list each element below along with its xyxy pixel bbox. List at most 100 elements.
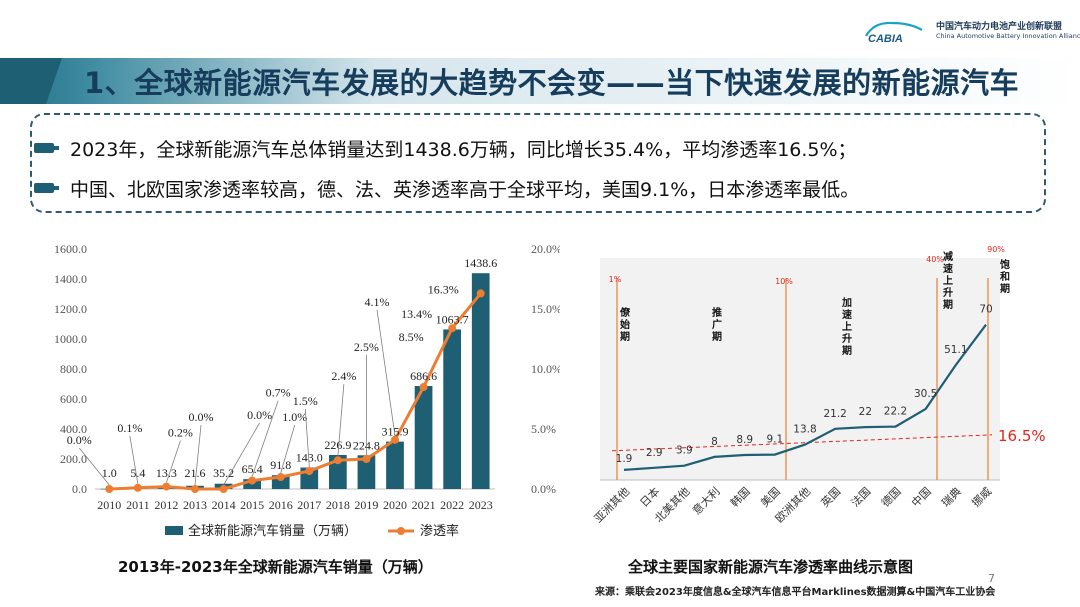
country-tick-label: 意大利 [689, 484, 722, 517]
penetration-value-label: 8.5% [399, 330, 424, 344]
sales-bar [443, 329, 461, 489]
penetration-marker [219, 485, 228, 493]
logo-org-cn: 中国汽车动力电池产业创新联盟 [936, 22, 1063, 32]
x-tick-label: 2013 [183, 498, 207, 512]
country-value-label: 8 [711, 436, 718, 448]
x-tick-label: 2021 [412, 498, 436, 512]
country-tick-label: 亚洲其他 [592, 485, 632, 525]
y-left-tick-label: 1200.0 [54, 302, 87, 316]
average-penetration-label: 16.5% [998, 427, 1046, 445]
legend-bar-swatch [165, 526, 183, 535]
y-left-tick-label: 800.0 [60, 362, 87, 376]
y-left-tick-label: 600.0 [60, 392, 87, 406]
legend-line-marker [397, 527, 405, 535]
sales-value-label: 315.9 [382, 425, 409, 439]
sales-value-label: 13.3 [156, 466, 177, 480]
y-right-tick-label: 10.0% [531, 362, 560, 376]
x-tick-label: 2011 [126, 498, 150, 512]
country-penetration-chart: 1% 10% 40% 90% 僚始期 推广期 加速上升期 减速上升期 饱和期 16.5% 1.9 2.… [592, 245, 1046, 525]
x-tick-label: 2015 [240, 498, 264, 512]
country-tick-label: 法国 [848, 484, 873, 509]
bullet-icon [34, 143, 59, 153]
country-value-label: 22 [859, 406, 872, 418]
sales-value-label: 226.9 [324, 438, 351, 452]
penetration-marker [419, 383, 428, 391]
penetration-leader-line [194, 424, 202, 486]
penetration-marker [391, 435, 399, 444]
penetration-value-label: 1.0% [282, 410, 307, 424]
page-title: 1、全球新能源汽车发展的大趋势不会变——当下快速发展的新能源汽车 [84, 66, 1020, 100]
penetration-marker [333, 456, 342, 465]
y-right-tick-label: 15.0% [531, 302, 560, 316]
title-banner [0, 58, 1080, 104]
x-tick-label: 2020 [383, 498, 407, 512]
penetration-marker [248, 476, 257, 485]
y-left-tick-label: 400.0 [60, 422, 87, 436]
sales-bar [414, 386, 433, 489]
country-tick-label: 挪威 [969, 484, 994, 509]
y-right-tick-label: 20.0% [531, 242, 560, 256]
phase-name-label: 加速上升期 [841, 296, 852, 357]
left-chart-caption: 2013年-2023年全球新能源汽车销量（万辆） [118, 558, 433, 576]
penetration-value-label: 16.3% [428, 282, 459, 296]
penetration-marker [476, 289, 485, 298]
sales-value-label: 21.6 [185, 466, 206, 480]
x-tick-label: 2017 [297, 498, 321, 512]
penetration-marker [305, 467, 314, 475]
plot-background [600, 258, 1000, 480]
penetration-leader-line [166, 440, 181, 483]
sales-value-label: 1438.6 [464, 256, 497, 270]
penetration-marker [448, 324, 457, 333]
sales-bar [471, 273, 490, 489]
phase-name-label: 饱和期 [999, 258, 1010, 295]
phase-name-label: 僚始期 [619, 306, 631, 343]
country-tick-label: 英国 [818, 484, 843, 509]
penetration-leader-line [223, 422, 260, 486]
penetration-marker [191, 485, 199, 493]
y-left-tick-label: 1400.0 [54, 272, 87, 286]
cabia-logo: CABIA 中国汽车动力电池产业创新联盟 China Automotive Ba… [862, 16, 1080, 46]
country-value-label: 3.9 [676, 445, 693, 457]
penetration-marker [105, 485, 114, 493]
phase-threshold-label: 1% [609, 275, 622, 284]
page-number: 7 [988, 572, 995, 585]
y-left-tick-label: 200.0 [60, 452, 87, 466]
country-value-label: 1.9 [616, 453, 633, 465]
summary-line-1: 2023年，全球新能源汽车总体销量达到1438.6万辆，同比增长35.4%，平均… [70, 139, 857, 161]
penetration-marker [276, 473, 285, 481]
penetration-value-label: 0.0% [189, 410, 214, 424]
logo-org-en: China Automotive Battery Innovation Alli… [936, 32, 1080, 40]
penetration-leader-line [376, 309, 396, 436]
logo-mark-text: CABIA [868, 33, 903, 44]
phase-threshold-label: 40% [926, 255, 944, 264]
country-value-label: 70 [979, 304, 992, 316]
source-note: 来源：乘联会2023年度信息&全球汽车信息平台Marklines数据测算&中国汽… [595, 587, 996, 598]
phase-threshold-label: 10% [775, 277, 793, 286]
penetration-leader-line [129, 435, 139, 484]
legend-rate-label: 渗透率 [420, 523, 459, 539]
sales-value-label: 65.4 [242, 462, 263, 476]
bullet-icon [34, 183, 59, 193]
y-right-tick-label: 0.0% [531, 482, 556, 496]
country-value-label: 9.1 [766, 434, 783, 446]
cabia-car-logo-icon: CABIA [865, 21, 923, 44]
country-value-label: 22.2 [884, 406, 907, 418]
penetration-value-label: 4.1% [365, 295, 390, 309]
penetration-value-label: 2.5% [354, 340, 379, 354]
country-tick-label: 韩国 [727, 484, 752, 509]
penetration-value-label: 2.4% [331, 369, 356, 383]
legend-sales-label: 全球新能源汽车销量（万辆） [188, 523, 357, 539]
country-tick-label: 日本 [637, 484, 662, 509]
country-value-label: 2.9 [646, 447, 663, 459]
penetration-value-label: 0.0% [67, 433, 92, 447]
x-tick-label: 2010 [97, 498, 121, 512]
x-tick-label: 2019 [354, 498, 378, 512]
y-left-tick-label: 1600.0 [54, 242, 87, 256]
penetration-marker [362, 455, 371, 463]
global-sales-chart: 0.0 200.0 400.0 600.0 800.0 1000.0 1200.0 1400.… [54, 242, 560, 539]
country-value-label: 21.2 [823, 408, 846, 420]
phase-name-label: 减速上升期 [943, 250, 953, 311]
x-tick-label: 2018 [326, 498, 350, 512]
penetration-leader-line [280, 424, 296, 474]
penetration-leader-line [337, 384, 345, 457]
